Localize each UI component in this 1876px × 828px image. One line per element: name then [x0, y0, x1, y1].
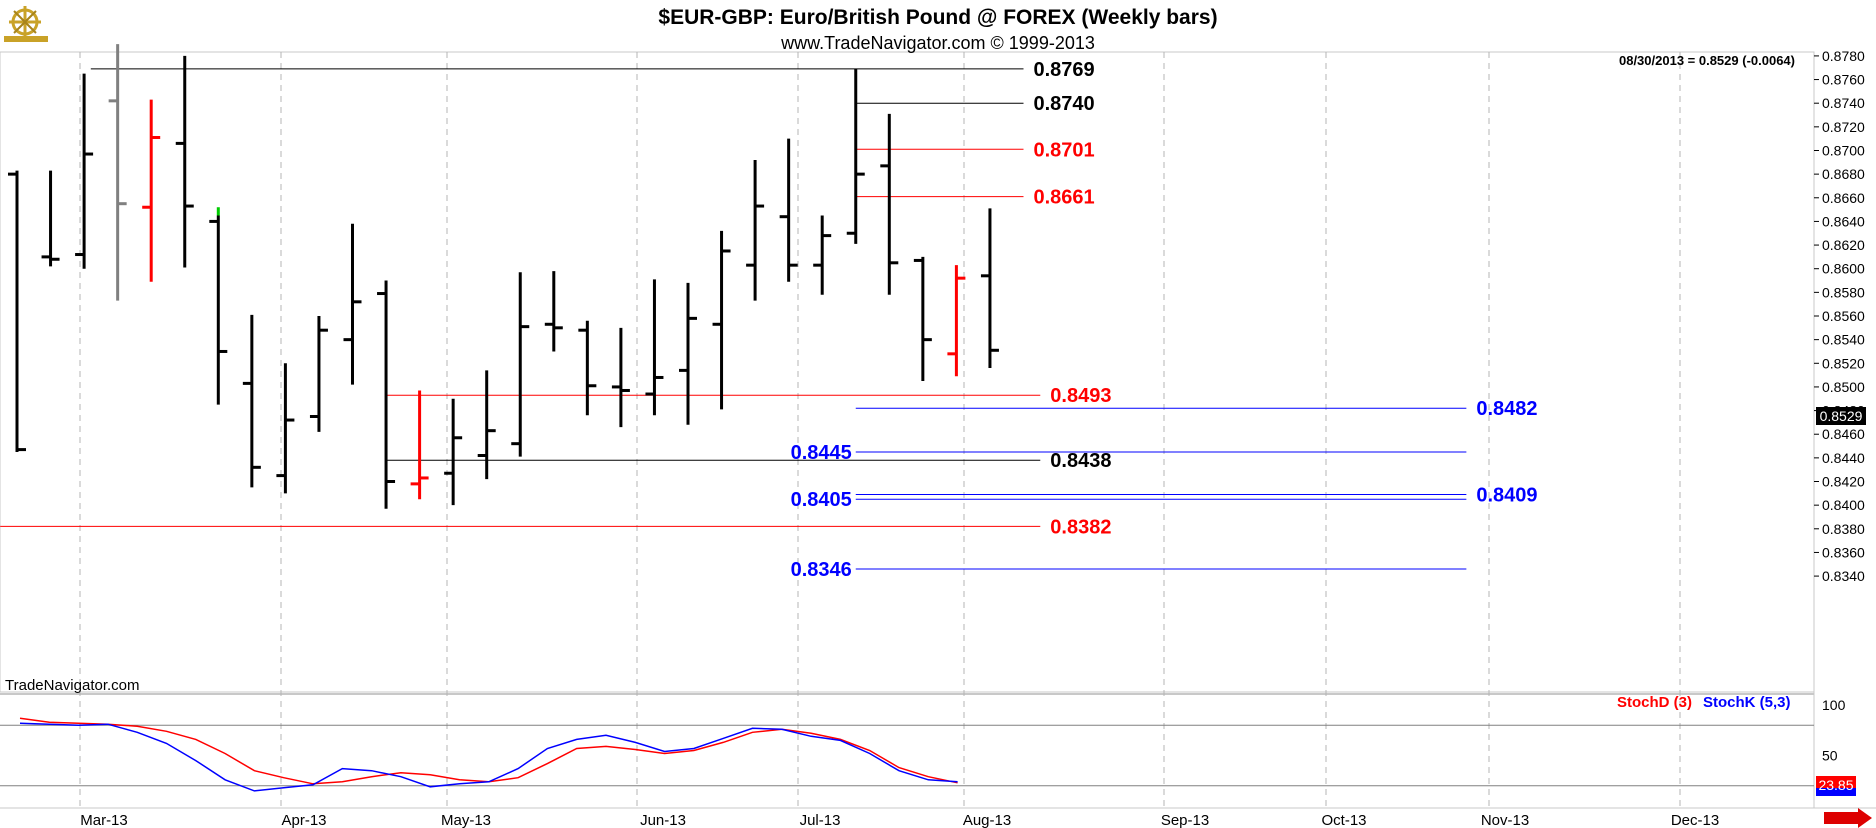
y-axis-ticks: 0.8340 0.8360 0.8380 0.8400 0.8420 0.8440 0.84…	[1814, 48, 1865, 584]
stochk-legend: StochK (5,3)	[1703, 694, 1791, 711]
level-label: 0.8346	[791, 559, 852, 581]
y-tick-label: 0.8620	[1822, 237, 1865, 253]
stoch-y-tick-label: 50	[1822, 748, 1838, 764]
level-label: 0.8661	[1034, 187, 1095, 209]
stoch-series-line	[19, 717, 958, 785]
stochd-legend: StochD (3)	[1617, 694, 1692, 711]
level-label: 0.8405	[791, 489, 852, 511]
x-tick-label: Jun-13	[640, 812, 686, 828]
last-price-tag-label: 0.8529	[1820, 408, 1863, 424]
stochastic-panel: 100 50	[0, 697, 1846, 792]
price-readout: 08/30/2013 = 0.8529 (-0.0064)	[1619, 53, 1795, 68]
x-tick-label: Jul-13	[800, 812, 841, 828]
ohlc-bars	[8, 44, 999, 509]
level-label: 0.8438	[1050, 450, 1111, 472]
scroll-right-arrow-icon[interactable]	[1824, 808, 1872, 828]
y-tick-label: 0.8760	[1822, 72, 1865, 88]
stoch-series-line	[19, 722, 958, 792]
level-label: 0.8445	[791, 442, 852, 464]
x-tick-label: May-13	[441, 812, 491, 828]
y-tick-label: 0.8400	[1822, 497, 1865, 513]
y-tick-label: 0.8560	[1822, 308, 1865, 324]
stoch-y-tick-label: 100	[1822, 697, 1846, 713]
y-tick-label: 0.8520	[1822, 355, 1865, 371]
x-axis-ticks: Mar-13 Apr-13 May-13 Jun-13 Jul-13 Aug-13 Sep-…	[80, 812, 1719, 828]
y-tick-label: 0.8660	[1822, 190, 1865, 206]
y-tick-label: 0.8700	[1822, 142, 1865, 158]
y-tick-label: 0.8500	[1822, 379, 1865, 395]
x-tick-label: Apr-13	[281, 812, 326, 828]
y-tick-label: 0.8540	[1822, 332, 1865, 348]
level-label: 0.8482	[1476, 398, 1537, 420]
y-tick-label: 0.8720	[1822, 119, 1865, 135]
chart-title: $EUR-GBP: Euro/British Pound @ FOREX (We…	[658, 6, 1217, 29]
x-tick-label: Dec-13	[1671, 812, 1719, 828]
x-tick-label: Aug-13	[963, 812, 1011, 828]
y-tick-label: 0.8460	[1822, 426, 1865, 442]
level-label: 0.8740	[1034, 93, 1095, 115]
ship-wheel-logo-icon	[4, 6, 48, 42]
y-tick-label: 0.8380	[1822, 521, 1865, 537]
y-tick-label: 0.8580	[1822, 284, 1865, 300]
level-lines: 0.8769 0.8740 0.8701 0.8661 0.8493 0.8482 0.84…	[0, 59, 1538, 581]
price-panel-frame	[0, 51, 1815, 693]
level-label: 0.8701	[1034, 139, 1095, 161]
y-tick-label: 0.8440	[1822, 450, 1865, 466]
logo-group	[4, 6, 48, 42]
x-tick-label: Oct-13	[1321, 812, 1366, 828]
last-price-tag	[1816, 407, 1866, 425]
y-tick-label: 0.8340	[1822, 568, 1865, 584]
level-label: 0.8409	[1476, 485, 1537, 507]
x-tick-label: Mar-13	[80, 812, 128, 828]
y-tick-label: 0.8680	[1822, 166, 1865, 182]
y-tick-label: 0.8640	[1822, 213, 1865, 229]
level-label: 0.8382	[1050, 516, 1111, 538]
x-tick-label: Nov-13	[1481, 812, 1529, 828]
chart-subtitle: www.TradeNavigator.com © 1999-2013	[780, 33, 1095, 53]
stoch-last-tag-label: 23.85	[1818, 777, 1853, 793]
grid-lines	[79, 52, 1681, 808]
level-label: 0.8493	[1050, 385, 1111, 407]
y-tick-label: 0.8740	[1822, 95, 1865, 111]
level-label: 0.8769	[1034, 59, 1095, 81]
y-tick-label: 0.8360	[1822, 544, 1865, 560]
x-tick-label: Sep-13	[1161, 812, 1209, 828]
y-tick-label: 0.8780	[1822, 48, 1865, 64]
y-tick-label: 0.8600	[1822, 261, 1865, 277]
watermark-label: TradeNavigator.com	[5, 677, 140, 694]
y-tick-label: 0.8420	[1822, 474, 1865, 490]
stoch-k-last-tag	[1816, 788, 1856, 796]
